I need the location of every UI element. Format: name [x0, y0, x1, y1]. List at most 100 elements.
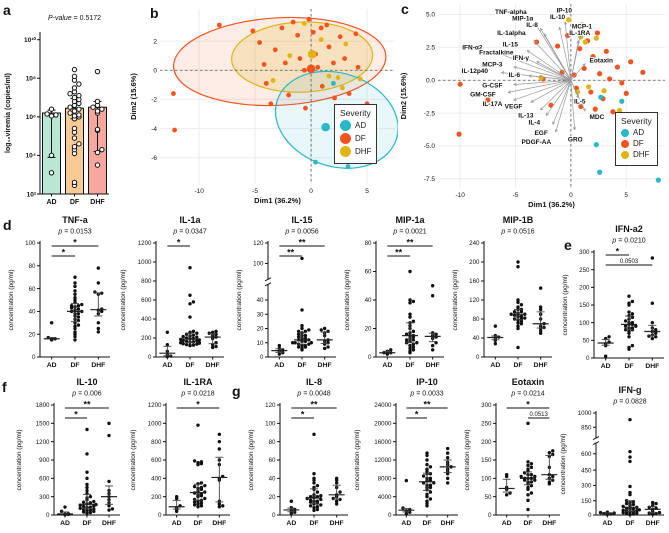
ad-color-dot-icon: [621, 128, 629, 137]
svg-text:DHF: DHF: [441, 520, 455, 527]
svg-text:AD: AD: [490, 362, 500, 369]
legend-item-label: DHF: [633, 150, 650, 159]
svg-text:AD: AD: [401, 520, 411, 527]
svg-text:12000: 12000: [374, 457, 392, 464]
legend-item-label: DF: [633, 139, 644, 148]
svg-text:60: 60: [365, 269, 372, 276]
svg-text:AD: AD: [47, 362, 57, 369]
svg-text:10⁶: 10⁶: [26, 114, 36, 121]
svg-text:1200: 1200: [36, 439, 50, 446]
svg-text:450: 450: [581, 467, 592, 474]
svg-text:800: 800: [141, 278, 152, 285]
legend-title: Severity: [621, 116, 652, 126]
svg-text:200: 200: [141, 335, 152, 342]
svg-text:DHF: DHF: [212, 520, 226, 527]
svg-text:20: 20: [29, 331, 36, 338]
svg-text:0: 0: [309, 188, 313, 195]
svg-text:1200: 1200: [138, 240, 152, 247]
svg-text:VEGF: VEGF: [505, 104, 523, 111]
panel-f-il1ra-strip-chart: IL-1RA p = 0.0218 0 200 400 600 800 1000 1200 con…: [128, 375, 234, 531]
svg-text:concentration (pg/ml): concentration (pg/ml): [464, 429, 471, 490]
svg-text:-10: -10: [455, 192, 465, 199]
svg-text:IL-12p40: IL-12p40: [462, 68, 489, 75]
svg-text:0.0: 0.0: [426, 77, 435, 84]
svg-text:1000: 1000: [138, 259, 152, 266]
legend-item-ad: AD: [340, 120, 371, 131]
svg-text:*: *: [177, 238, 181, 248]
svg-text:DHF: DHF: [206, 362, 220, 369]
svg-text:IFN-g: IFN-g: [619, 385, 642, 395]
svg-text:150: 150: [481, 457, 492, 464]
panel-e-ifng-strip-chart: IFN-g p = 0.0828 0 150 300 450 600 850 1000 conce…: [558, 383, 668, 531]
svg-text:5: 5: [365, 188, 369, 195]
legend-item-df: DF: [621, 139, 652, 148]
svg-text:10¹⁰: 10¹⁰: [24, 36, 36, 44]
svg-text:p = 0.0347: p = 0.0347: [172, 229, 206, 236]
svg-text:100: 100: [579, 320, 590, 327]
svg-text:IFN-α2: IFN-α2: [462, 44, 483, 51]
svg-text:20000: 20000: [374, 421, 392, 428]
legend-item-label: DHF: [355, 147, 372, 156]
dhf-color-dot-icon: [340, 146, 351, 157]
panel-g-il8-strip-chart: IL-8 p = 0.0048 0 20 40 60 80 100 120 concentrati…: [246, 375, 352, 531]
svg-text:150: 150: [579, 302, 590, 309]
svg-text:**: **: [406, 238, 414, 248]
svg-text:**: **: [287, 248, 295, 258]
svg-text:p = 0.0218: p = 0.0218: [180, 391, 214, 398]
svg-text:100: 100: [25, 240, 36, 247]
svg-text:10²: 10²: [27, 191, 37, 198]
svg-text:IL-15: IL-15: [291, 215, 312, 225]
svg-text:50: 50: [485, 494, 492, 501]
svg-text:80: 80: [269, 439, 276, 446]
panel-d-il15-strip-chart: IL-15 p = 0.0056 0 10 20 30 40 100 120 concentrat…: [234, 213, 340, 373]
svg-text:0: 0: [388, 512, 392, 519]
svg-text:DHF: DHF: [90, 199, 105, 206]
svg-text:concentration (pg/ml): concentration (pg/ml): [120, 269, 127, 330]
legend-item-label: AD: [633, 128, 645, 137]
svg-text:IL-1alpha: IL-1alpha: [497, 30, 526, 37]
svg-text:**: **: [310, 400, 318, 410]
panel-label-e: e: [564, 237, 572, 253]
svg-text:200: 200: [469, 259, 480, 266]
svg-text:DHF: DHF: [426, 362, 440, 369]
svg-text:-10: -10: [194, 188, 204, 195]
svg-text:-7.5: -7.5: [424, 176, 436, 183]
svg-text:Eotaxin: Eotaxin: [589, 58, 613, 65]
svg-text:2: 2: [153, 38, 157, 45]
svg-text:DF: DF: [309, 520, 318, 527]
svg-text:250: 250: [579, 267, 590, 274]
svg-text:DHF: DHF: [542, 520, 556, 527]
svg-text:p = 0.0214: p = 0.0214: [510, 391, 544, 398]
svg-text:Fractalkine: Fractalkine: [479, 50, 514, 57]
svg-text:0: 0: [569, 192, 573, 199]
panel-label-b: b: [150, 5, 159, 21]
svg-text:Eotaxin: Eotaxin: [512, 377, 545, 387]
svg-text:8000: 8000: [378, 476, 392, 483]
svg-text:4000: 4000: [378, 494, 392, 501]
svg-text:*: *: [196, 400, 200, 410]
legend-item-dhf: DHF: [340, 146, 371, 157]
svg-text:400: 400: [151, 476, 162, 483]
df-color-dot-icon: [621, 139, 629, 148]
panel-g-ip10-strip-chart: IP-10 p = 0.0033 0 4000 8000 12000 16000 20000 2…: [352, 375, 462, 531]
svg-text:200: 200: [481, 439, 492, 446]
svg-text:AD: AD: [601, 363, 611, 370]
svg-text:**: **: [423, 400, 431, 410]
svg-text:IL-10: IL-10: [550, 14, 566, 21]
panel-d-mip1b-strip-chart: MIP-1B p = 0.0516 0 40 80 120 160 200 240 concent…: [450, 213, 556, 373]
svg-text:DF: DF: [193, 520, 202, 527]
panel-label-g: g: [232, 383, 241, 399]
svg-text:concentration (pg/ml): concentration (pg/ml): [236, 269, 243, 330]
svg-text:300: 300: [579, 249, 590, 256]
svg-text:p = 0.0033: p = 0.0033: [409, 391, 443, 398]
svg-text:40: 40: [473, 335, 480, 342]
svg-text:IL-4: IL-4: [529, 119, 541, 126]
svg-text:120: 120: [253, 240, 264, 247]
svg-text:100: 100: [265, 421, 276, 428]
svg-text:DF: DF: [405, 362, 414, 369]
legend-title: Severity: [340, 108, 371, 118]
svg-text:IP-10: IP-10: [556, 8, 572, 15]
svg-text:DHF: DHF: [318, 362, 332, 369]
svg-text:0: 0: [148, 354, 152, 361]
